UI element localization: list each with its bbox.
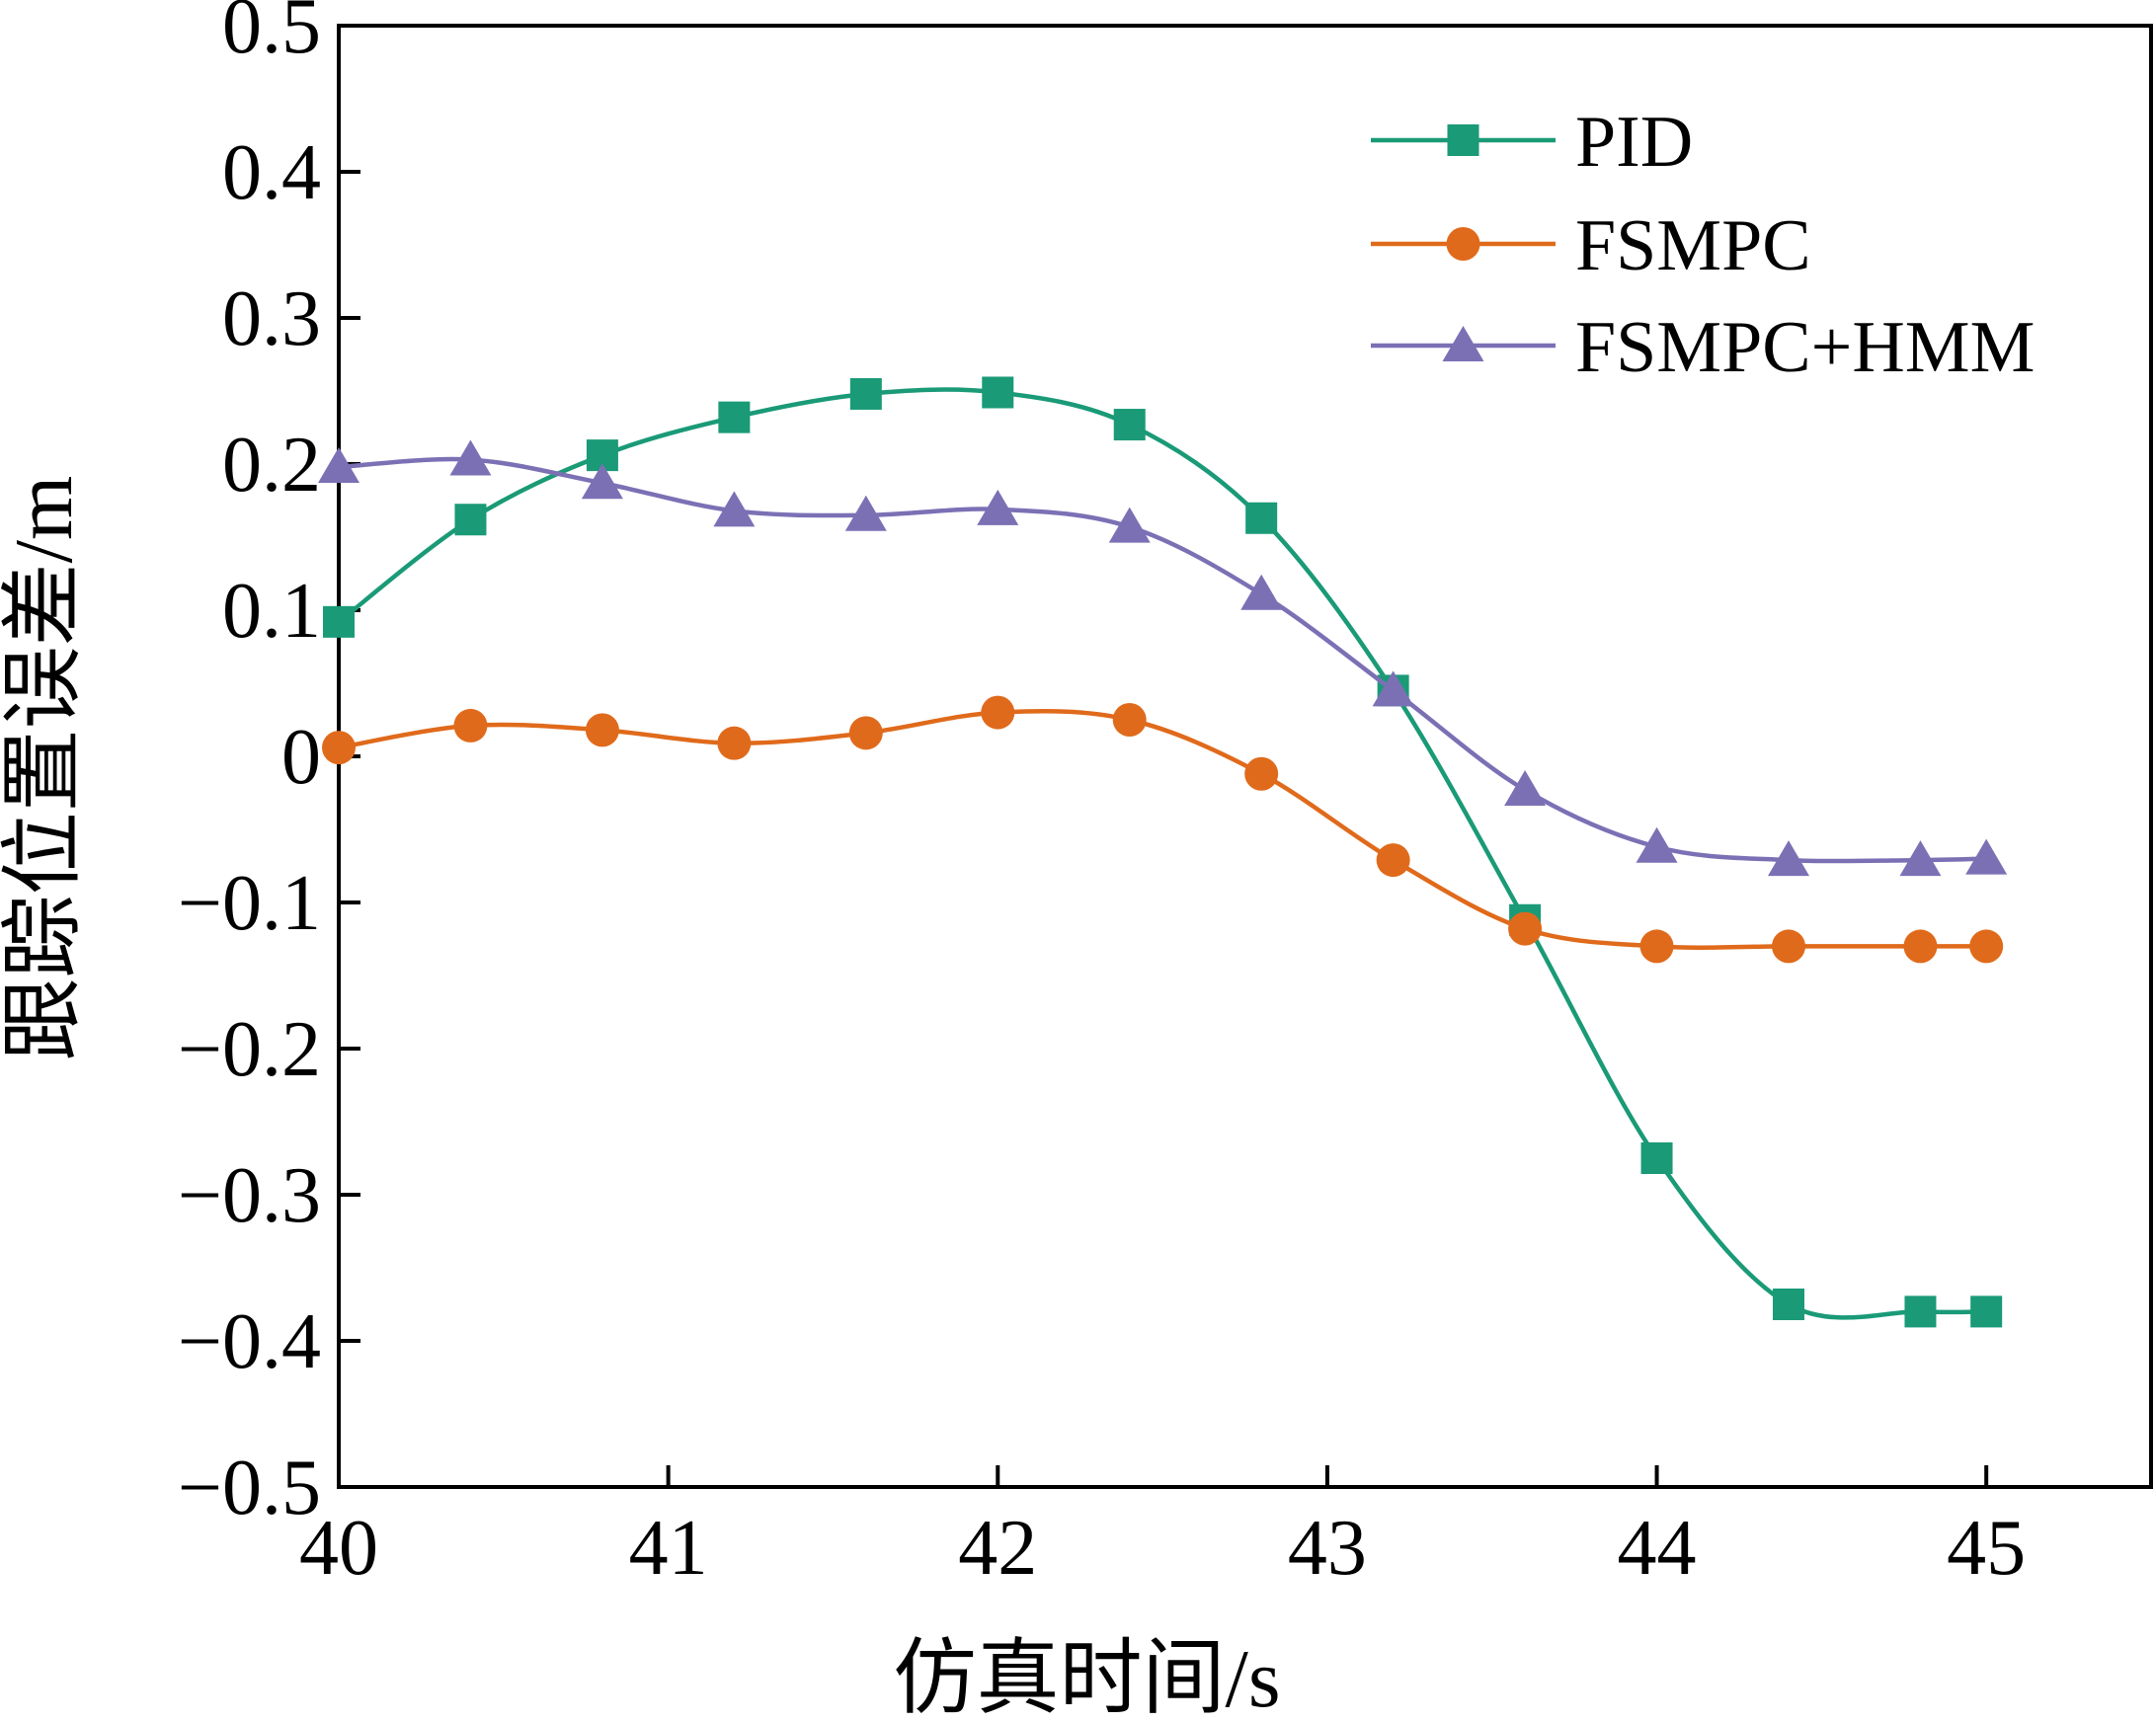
legend-marker-fsmpc xyxy=(1446,227,1480,261)
data-point-fsmpc-hmm xyxy=(713,491,756,527)
y-tick-label: 0.5 xyxy=(222,0,321,70)
x-axis-title: 仿真时间/s xyxy=(893,1633,1280,1722)
data-point-pid xyxy=(454,504,487,536)
y-tick-label: 0 xyxy=(281,714,321,801)
data-point-pid xyxy=(982,376,1014,409)
x-tick-label: 45 xyxy=(1947,1505,2026,1592)
x-tick-label: 40 xyxy=(299,1505,378,1592)
legend-marker-pid xyxy=(1447,124,1479,156)
data-point-fsmpc xyxy=(1508,911,1543,946)
data-point-fsmpc xyxy=(1903,929,1938,964)
data-point-fsmpc xyxy=(1376,843,1410,878)
data-point-pid xyxy=(1773,1289,1804,1320)
y-tick-label: −0.4 xyxy=(178,1298,321,1385)
data-point-fsmpc xyxy=(1639,929,1674,964)
y-tick-label: 0.4 xyxy=(222,129,321,216)
data-point-pid xyxy=(718,401,751,433)
data-point-fsmpc xyxy=(981,695,1015,730)
data-point-fsmpc xyxy=(1772,929,1805,964)
data-point-fsmpc xyxy=(848,716,883,750)
x-tick-label: 41 xyxy=(629,1505,708,1592)
y-tick-label: −0.1 xyxy=(178,860,321,947)
legend-marker-fsmpc-hmm xyxy=(1442,326,1484,361)
legend-entry-fsmpc: FSMPC xyxy=(1371,205,1811,286)
legend-label-fsmpc: FSMPC xyxy=(1575,205,1811,286)
y-tick-label: −0.2 xyxy=(178,1006,321,1093)
y-tick-label: 0.1 xyxy=(222,568,321,655)
data-point-fsmpc xyxy=(453,708,488,743)
data-point-fsmpc xyxy=(322,731,356,765)
legend: PID FSMPC FSMPC+HMM xyxy=(1371,102,2035,388)
data-point-fsmpc-hmm xyxy=(1965,838,2008,875)
legend-entry-pid: PID xyxy=(1371,102,1693,183)
series-fsmpc xyxy=(322,695,2004,964)
data-point-fsmpc xyxy=(1112,703,1147,737)
y-tick-label: −0.5 xyxy=(178,1445,321,1531)
data-point-pid xyxy=(1904,1295,1937,1328)
legend-label-pid: PID xyxy=(1575,102,1693,183)
data-point-fsmpc-hmm xyxy=(1108,507,1151,543)
x-tick-label: 43 xyxy=(1288,1505,1367,1592)
data-point-pid xyxy=(1970,1295,2003,1328)
data-point-pid xyxy=(1113,409,1146,441)
y-axis-title: 跟踪位置误差/m xyxy=(0,476,90,1061)
series-line-fsmpc-hmm xyxy=(338,456,1987,864)
x-tick-label: 42 xyxy=(958,1505,1037,1592)
data-point-fsmpc xyxy=(585,713,619,747)
series-fsmpc-hmm xyxy=(318,439,2008,877)
data-point-fsmpc-hmm xyxy=(977,489,1019,525)
data-point-pid xyxy=(849,377,882,410)
data-point-pid xyxy=(323,605,355,638)
data-point-fsmpc-hmm xyxy=(1504,770,1547,807)
y-axis: −0.5 −0.4 −0.3 −0.2 −0.1 0 0.1 0.2 0.3 0.4 0.5 xyxy=(178,0,360,1531)
data-point-fsmpc xyxy=(717,726,752,760)
data-point-fsmpc-hmm xyxy=(449,439,492,476)
series-layer xyxy=(318,376,2008,1328)
y-tick-label: 0.2 xyxy=(222,422,321,509)
data-point-fsmpc-hmm xyxy=(1372,670,1414,707)
data-point-pid xyxy=(1245,502,1278,534)
data-point-fsmpc-hmm xyxy=(1636,826,1678,863)
data-point-fsmpc-hmm xyxy=(844,495,887,531)
x-axis: 40 41 42 43 44 45 xyxy=(299,1465,2026,1592)
data-point-fsmpc xyxy=(1969,929,2004,964)
data-point-pid xyxy=(1640,1142,1673,1174)
data-point-fsmpc-hmm xyxy=(318,446,359,483)
data-point-fsmpc-hmm xyxy=(1768,840,1809,877)
legend-entry-fsmpc-hmm: FSMPC+HMM xyxy=(1371,307,2035,388)
data-point-fsmpc-hmm xyxy=(1240,574,1283,610)
y-tick-label: 0.3 xyxy=(222,275,321,362)
y-tick-label: −0.3 xyxy=(178,1152,321,1239)
legend-label-fsmpc-hmm: FSMPC+HMM xyxy=(1575,307,2035,388)
x-tick-label: 44 xyxy=(1618,1505,1697,1592)
data-point-fsmpc xyxy=(1244,756,1279,791)
data-point-fsmpc-hmm xyxy=(581,463,623,500)
data-point-fsmpc-hmm xyxy=(1899,840,1942,877)
